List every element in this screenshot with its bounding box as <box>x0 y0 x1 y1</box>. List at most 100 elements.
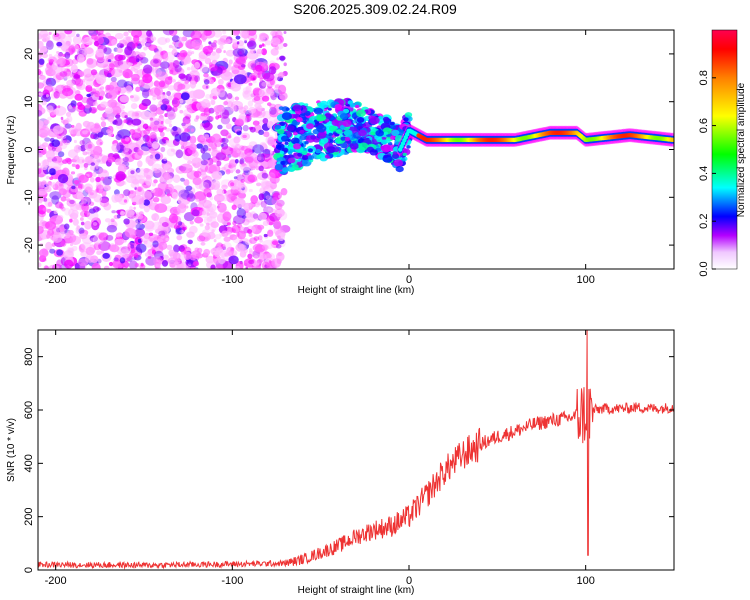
heatmap-cell <box>154 250 164 260</box>
heatmap-cell <box>304 103 309 107</box>
heatmap-cell <box>107 72 112 78</box>
heatmap-cell <box>158 100 163 106</box>
heatmap-cell <box>176 88 181 92</box>
snr-y-ticks: 0 200 400 600 800 <box>23 347 674 573</box>
heatmap-cell <box>105 234 114 241</box>
heatmap-cell <box>307 148 313 153</box>
heatmap-cell <box>137 160 143 168</box>
heatmap-cell <box>63 139 71 145</box>
heatmap-cell <box>72 156 80 163</box>
heatmap-cell <box>107 54 115 60</box>
heatmap-cell <box>375 129 385 137</box>
colorbar-tick-label: 0.8 <box>698 70 710 85</box>
heatmap-cell <box>114 158 122 166</box>
heatmap-cell <box>340 142 348 149</box>
heatmap-cell <box>116 79 128 88</box>
heatmap-cell <box>100 121 107 128</box>
heatmap-cell <box>230 103 237 112</box>
heatmap-cell <box>247 30 257 36</box>
heatmap-cell <box>60 67 67 72</box>
heatmap-cell <box>62 87 74 97</box>
heatmap-cell <box>65 157 72 163</box>
heatmap-cell <box>120 43 125 48</box>
heatmap-cell <box>149 104 158 112</box>
heatmap-cell <box>279 150 285 155</box>
heatmap-cell <box>160 120 164 125</box>
heatmap-cell <box>59 203 65 210</box>
heatmap-cell <box>41 33 51 42</box>
heatmap-cell <box>119 257 126 264</box>
heatmap-cell <box>148 232 154 236</box>
heatmap-cell <box>284 141 289 145</box>
heatmap-cell <box>149 121 160 130</box>
heatmap-cell <box>186 231 195 238</box>
heatmap-cell <box>78 227 85 235</box>
heatmap-cell <box>340 136 346 141</box>
heatmap-cell <box>324 113 332 119</box>
heatmap-cell <box>85 186 93 194</box>
heatmap-cell <box>104 107 114 114</box>
heatmap-cell <box>228 135 232 139</box>
heatmap-cell <box>38 152 44 158</box>
heatmap-cell <box>130 181 140 189</box>
heatmap-cell <box>54 146 63 153</box>
heatmap-cell <box>248 233 253 237</box>
heatmap-cell <box>383 154 388 159</box>
heatmap-cell <box>84 210 90 218</box>
heatmap-cell <box>269 103 276 110</box>
heatmap-cell <box>160 225 169 236</box>
heatmap-cell <box>218 38 225 45</box>
heatmap-cell <box>160 195 172 205</box>
heatmap-cell <box>186 67 191 71</box>
heatmap-cell <box>56 41 63 47</box>
heatmap-cell <box>134 112 140 117</box>
heatmap-cell <box>209 64 218 72</box>
heatmap-cell <box>38 222 43 228</box>
heatmap-cell <box>101 190 107 197</box>
heatmap-cell <box>131 220 140 229</box>
heatmap-cell <box>53 109 60 115</box>
heatmap-cell <box>280 122 285 126</box>
y-tick-label: 10 <box>23 96 35 108</box>
heatmap-cell <box>278 194 282 199</box>
heatmap-cell <box>46 208 52 213</box>
heatmap-cell <box>222 211 232 222</box>
heatmap-cell <box>100 176 105 181</box>
heatmap-cell <box>190 128 194 132</box>
colorbar-tick-label: 0.2 <box>698 214 710 229</box>
heatmap-cell <box>120 246 131 254</box>
heatmap-cell <box>242 172 246 177</box>
heatmap-cell <box>285 107 290 111</box>
heatmap-cell <box>275 30 283 39</box>
heatmap-cell <box>166 244 173 251</box>
heatmap-cell <box>178 73 186 79</box>
heatmap-cell <box>150 58 162 68</box>
heatmap-cell <box>92 221 98 226</box>
heatmap-cell <box>240 179 245 183</box>
heatmap-cell <box>64 207 71 216</box>
heatmap-cell <box>137 127 141 132</box>
heatmap-cell <box>378 115 383 119</box>
heatmap-cell <box>64 30 73 35</box>
heatmap-cell <box>240 132 251 141</box>
heatmap-cell <box>143 46 148 51</box>
y-tick-label: 0 <box>23 146 35 152</box>
heatmap-cell <box>243 38 248 42</box>
heatmap-cell <box>72 128 85 137</box>
heatmap-cell <box>51 111 55 116</box>
heatmap-cell <box>78 174 89 183</box>
heatmap-cell <box>47 116 52 121</box>
heatmap-cell <box>237 230 247 240</box>
heatmap-cell <box>270 150 273 154</box>
heatmap-cell <box>225 38 231 44</box>
y-tick-label: 400 <box>23 454 35 472</box>
heatmap-cell <box>194 75 201 82</box>
heatmap-cell <box>310 135 317 140</box>
heatmap-cell <box>266 253 272 259</box>
heatmap-cell <box>402 152 407 157</box>
heatmap-cell <box>200 160 208 166</box>
heatmap-cell <box>328 153 334 157</box>
heatmap-cell <box>184 128 191 133</box>
heatmap-cell <box>210 87 221 97</box>
heatmap-cell <box>130 103 138 110</box>
